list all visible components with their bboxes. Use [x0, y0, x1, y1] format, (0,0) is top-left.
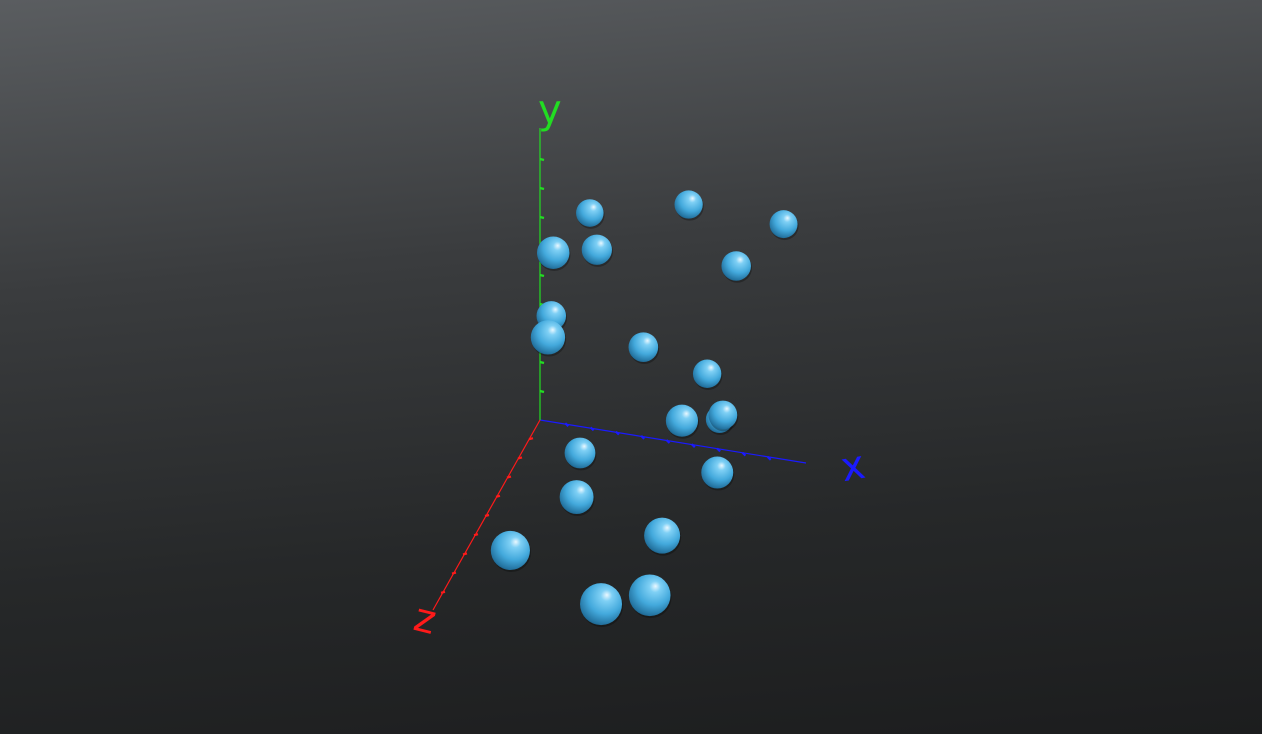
axes-layer: x y z: [409, 87, 868, 644]
z-axis-label: z: [409, 594, 441, 644]
y-axis-tick: [539, 273, 545, 278]
x-axis-tick: [640, 435, 645, 440]
data-point-17[interactable]: [644, 517, 681, 554]
data-point-1[interactable]: [536, 236, 570, 269]
x-axis-tick: [564, 422, 570, 427]
y-axis-tick: [539, 215, 545, 220]
z-axis-tick: [451, 571, 457, 575]
y-axis-tick: [539, 360, 545, 365]
data-point-9[interactable]: [628, 332, 659, 362]
data-point-18[interactable]: [490, 530, 530, 571]
data-point-10[interactable]: [692, 359, 722, 388]
x-axis-tick: [691, 443, 696, 448]
x-axis-tick: [665, 439, 671, 444]
y-axis-tick: [539, 157, 545, 162]
data-points: [490, 190, 799, 628]
z-axis-tick: [528, 437, 534, 441]
z-axis-tick: [440, 590, 446, 594]
data-point-6[interactable]: [721, 251, 751, 281]
x-axis-label: x: [837, 442, 868, 491]
data-point-12[interactable]: [708, 400, 738, 430]
x-axis-tick: [615, 430, 620, 436]
x-axis-tick: [716, 447, 721, 453]
z-axis-tick: [462, 552, 468, 556]
y-axis-tick: [539, 186, 545, 191]
z-axis-tick: [517, 456, 523, 460]
data-point-13[interactable]: [564, 437, 596, 469]
data-point-14[interactable]: [559, 480, 594, 515]
x-axis-line: [539, 419, 807, 464]
x-axis-tick: [766, 456, 772, 461]
y-axis-label: y: [538, 87, 562, 133]
data-point-4[interactable]: [576, 199, 604, 227]
z-axis-tick: [506, 475, 512, 479]
data-point-20[interactable]: [580, 583, 623, 626]
data-point-5[interactable]: [674, 190, 703, 219]
x-axis-tick: [589, 426, 595, 432]
y-axis-tick: [539, 389, 545, 394]
data-point-19[interactable]: [628, 574, 671, 617]
data-point-11[interactable]: [665, 404, 699, 437]
data-point-2[interactable]: [581, 234, 612, 265]
data-point-7[interactable]: [769, 210, 798, 239]
z-axis-tick: [495, 494, 501, 498]
z-axis-tick: [484, 513, 490, 518]
x-axis-ticks: [564, 422, 772, 461]
z-axis-ticks: [440, 437, 534, 594]
data-point-16[interactable]: [701, 456, 734, 489]
data-point-3[interactable]: [530, 320, 566, 355]
x-axis-tick: [741, 451, 747, 457]
z-axis-tick: [473, 533, 479, 537]
